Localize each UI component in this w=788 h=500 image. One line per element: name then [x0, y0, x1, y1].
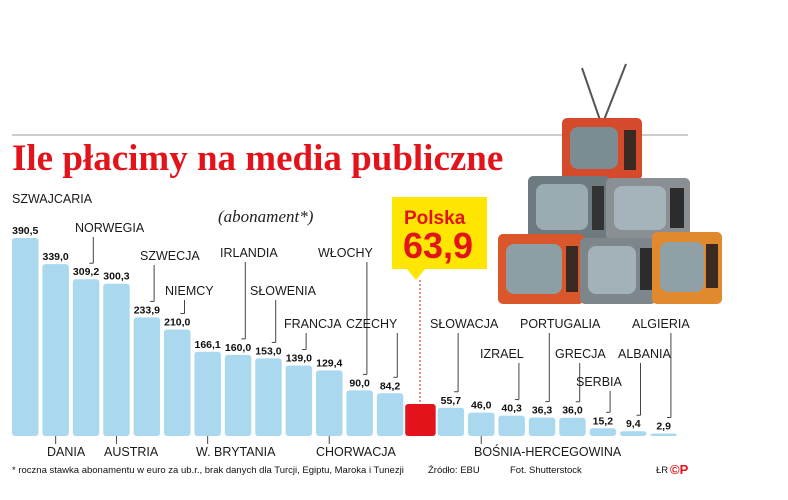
bar-irlandia: [224, 354, 252, 436]
value-label-chorwacja: 129,4: [316, 357, 342, 369]
category-label-w-brytania: W. BRYTANIA: [196, 445, 276, 459]
bar-szwecja: [133, 317, 161, 436]
leader-lines-group: [55, 237, 672, 444]
polska-callout: Polska 63,9: [392, 197, 487, 402]
bar-słowenia: [255, 358, 282, 436]
bar-niemcy: [164, 329, 191, 436]
bar-serbia: [589, 428, 617, 436]
value-label-słowenia: 153,0: [255, 345, 281, 357]
bar-włochy: [346, 390, 373, 436]
bar-albania: [620, 431, 647, 436]
value-label-norwegia: 309,2: [73, 266, 99, 278]
category-label-słowenia: SŁOWENIA: [250, 284, 317, 298]
retro-tv-stack-icon: [498, 63, 722, 304]
category-label-izrael: IZRAEL: [480, 347, 524, 361]
callout-value: 63,9: [403, 225, 473, 266]
bar-izrael: [498, 415, 525, 436]
bar-słowacja: [437, 407, 465, 436]
bar-portugalia: [528, 417, 556, 436]
bar-norwegia: [72, 279, 100, 436]
category-label-włochy: WŁOCHY: [318, 246, 374, 260]
category-label-francja: FRANCJA: [284, 317, 342, 331]
author-initials: ŁR: [656, 465, 668, 476]
bar-bośnia-hercegowina: [468, 412, 495, 436]
bar-chorwacja: [316, 370, 343, 436]
chart-title: Ile płacimy na media publiczne: [12, 138, 503, 179]
category-label-grecja: GRECJA: [555, 347, 606, 361]
value-label-włochy: 90,0: [349, 377, 370, 389]
category-label-niemcy: NIEMCY: [165, 284, 214, 298]
value-label-serbia: 15,2: [593, 415, 614, 427]
category-label-irlandia: IRLANDIA: [220, 246, 278, 260]
source: Źródło: EBU: [428, 465, 480, 476]
value-label-algieria: 2,9: [656, 421, 671, 433]
bar-francja: [285, 365, 313, 436]
bar-szwajcaria: [12, 238, 39, 436]
bars-group: [12, 238, 677, 436]
category-label-szwecja: SZWECJA: [140, 249, 200, 263]
category-label-norwegia: NORWEGIA: [75, 221, 145, 235]
bar-austria: [103, 283, 130, 436]
bar-w-brytania: [194, 351, 221, 436]
value-label-francja: 139,0: [286, 353, 312, 365]
value-label-portugalia: 36,3: [532, 405, 553, 417]
value-label-irlandia: 160,0: [225, 342, 251, 354]
category-labels-group: SZWAJCARIA DANIA NORWEGIA AUSTRIA SZWECJA NIE…: [12, 192, 690, 459]
value-label-w-brytania: 166,1: [195, 339, 221, 351]
footnote: * roczna stawka abonamentu w euro za ub.…: [12, 465, 404, 476]
category-label-portugalia: PORTUGALIA: [520, 317, 601, 331]
bar-algieria: [650, 433, 677, 436]
category-label-szwajcaria: SZWAJCARIA: [12, 192, 93, 206]
value-label-szwajcaria: 390,5: [12, 225, 38, 237]
value-label-szwecja: 233,9: [134, 304, 160, 316]
category-label-czechy: CZECHY: [346, 317, 398, 331]
value-label-dania: 339,0: [43, 251, 69, 263]
value-label-niemcy: 210,0: [164, 317, 190, 329]
category-label-chorwacja: CHORWACJA: [316, 445, 397, 459]
bar-grecja: [559, 417, 586, 436]
category-label-algieria: ALGIERIA: [632, 317, 690, 331]
value-label-albania: 9,4: [626, 418, 641, 430]
callout-box: [392, 197, 487, 269]
bar-czechy: [376, 393, 404, 436]
value-label-bośnia-hercegowina: 46,0: [471, 400, 492, 412]
callout-country: Polska: [404, 208, 466, 229]
value-label-słowacja: 55,7: [441, 395, 462, 407]
value-label-austria: 300,3: [103, 271, 129, 283]
bar-polska: [405, 404, 436, 436]
category-label-bośnia-hercegowina: BOŚNIA-HERCEGOWINA: [474, 444, 622, 459]
category-label-słowacja: SŁOWACJA: [430, 317, 499, 331]
category-label-serbia: SERBIA: [576, 375, 623, 389]
bar-dania: [42, 264, 69, 436]
photo-credit: Fot. Shutterstock: [510, 465, 582, 476]
chart-subtitle: (abonament*): [218, 207, 314, 226]
value-label-grecja: 36,0: [562, 405, 583, 417]
value-label-izrael: 40,3: [501, 403, 522, 415]
value-labels-group: 390,5 339,0 309,2 300,3 233,9 210,0 166,1 160,0…: [12, 225, 671, 433]
callout-pointer: [407, 269, 425, 280]
category-label-austria: AUSTRIA: [104, 445, 159, 459]
value-label-czechy: 84,2: [380, 380, 401, 392]
category-label-albania: ALBANIA: [618, 347, 671, 361]
category-label-dania: DANIA: [47, 445, 86, 459]
publisher-logo: ©P: [670, 462, 689, 477]
